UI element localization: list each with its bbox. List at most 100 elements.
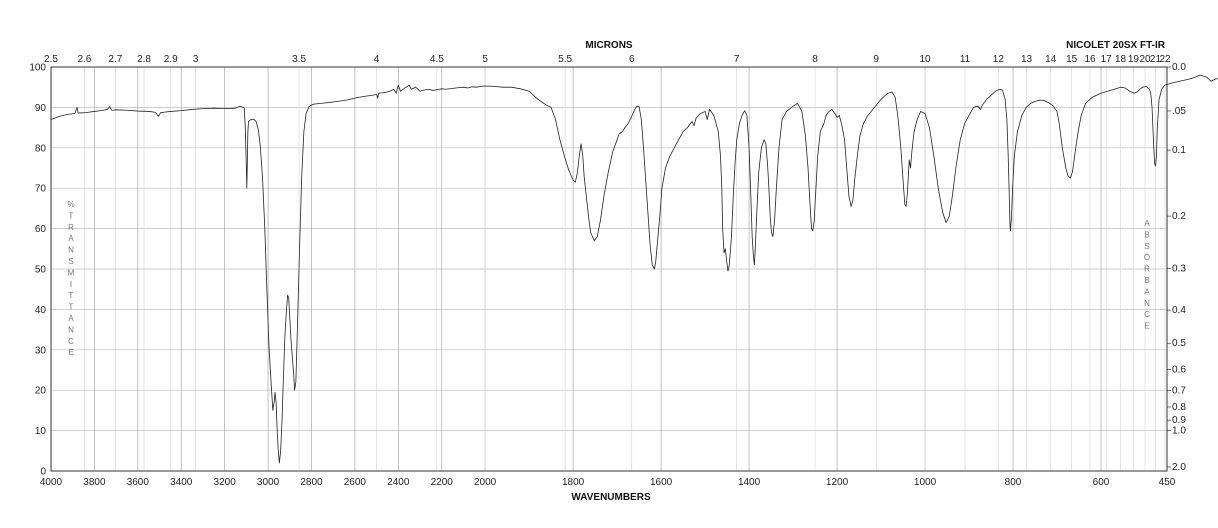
absorbance-tick-label: 0.7 [1172,385,1186,396]
instrument-label: NICOLET 20SX FT-IR [1066,40,1166,51]
x-tick-label: 3800 [83,477,106,488]
absorbance-tick-label: 0.4 [1172,305,1186,316]
y-tick-label: 90 [35,103,47,114]
top-tick-label: 8 [812,54,818,65]
y-tick-label: 100 [29,63,46,74]
x-tick-label: 450 [1159,477,1176,488]
top-tick-label: 2.7 [108,54,122,65]
x-tick-label: 1000 [914,477,937,488]
top-tick-label: 15 [1066,54,1078,65]
top-tick-label: 9 [873,54,879,65]
top-tick-label: 4.5 [430,54,444,65]
side-label-letter: M [68,268,75,277]
side-label-letter: S [68,257,73,266]
absorbance-tick-label: 0.3 [1172,264,1186,275]
side-label-letter: C [68,337,74,346]
side-label-letter: N [1144,299,1150,308]
side-label-letter: A [1144,287,1150,296]
absorbance-tick-label: 0.5 [1172,338,1186,349]
top-tick-label: 7 [734,54,740,65]
absorbance-tick-label: 0.1 [1172,145,1186,156]
side-label-letter: I [70,280,72,289]
top-tick-label: 2.6 [77,54,91,65]
top-tick-label: 17 [1101,54,1113,65]
top-tick-label: 5 [482,54,488,65]
side-label-letter: A [68,234,74,243]
side-label-letter: R [1144,265,1150,274]
x-tick-label: 3400 [170,477,193,488]
side-label-letter: B [1144,230,1149,239]
top-tick-label: 21 [1150,54,1162,65]
top-tick-label: 10 [919,54,931,65]
side-label-letter: T [69,291,74,300]
absorbance-tick-label: 0.2 [1172,211,1186,222]
top-tick-label: 18 [1115,54,1127,65]
x-tick-label: 600 [1093,477,1110,488]
side-label-letter: O [1144,253,1150,262]
top-tick-label: 2.9 [164,54,178,65]
grid [50,66,1171,472]
plot-frame [50,66,1168,472]
top-tick-label: 11 [960,54,971,65]
side-label-letter: E [68,348,73,357]
absorbance-tick-label: 0.6 [1172,365,1186,376]
y-tick-label: 70 [35,184,47,195]
top-tick-label: 12 [993,54,1005,65]
x-tick-label: 2000 [474,477,497,488]
absorbance-tick-label: 0.0 [1172,62,1186,73]
side-label-letter: N [68,246,74,255]
x-tick-label: 2400 [387,477,410,488]
side-label-letter: R [68,223,74,232]
side-label-letter: A [1144,219,1150,228]
absorbance-tick-label: .05 [1172,106,1186,117]
top-tick-label: 3 [193,54,199,65]
absorbance-tick-label: 1.0 [1172,426,1186,437]
side-label-letter: A [68,314,74,323]
top-tick-label: 14 [1045,54,1057,65]
x-tick-label: 4000 [40,477,63,488]
x-tick-label: 2800 [300,477,323,488]
y-tick-label: 30 [35,345,47,356]
side-label-letter: C [1144,310,1150,319]
absorbance-tick-label: 2.0 [1172,462,1186,473]
spectrum-line [50,74,1218,464]
top-tick-label: 16 [1084,54,1096,65]
x-tick-label: 1400 [738,477,761,488]
side-label-letter: T [69,211,74,220]
y-tick-label: 40 [35,305,47,316]
top-tick-label: 5.5 [558,54,572,65]
side-label-letter: B [1144,276,1149,285]
side-label-letter: S [1144,242,1149,251]
x-tick-label: 1200 [826,477,849,488]
y-tick-label: 60 [35,224,47,235]
top-axis-title: MICRONS [585,40,633,51]
x-axis-title: WAVENUMBERS [571,492,651,503]
y-tick-label: 20 [35,386,47,397]
side-label-letter: % [67,200,74,209]
x-tick-label: 800 [1005,477,1022,488]
x-tick-label: 3200 [214,477,237,488]
side-label-letter: E [1144,322,1149,331]
x-tick-label: 2600 [344,477,367,488]
side-label-letter: N [68,325,74,334]
y-tick-label: 0 [40,467,46,478]
x-tick-label: 3000 [257,477,280,488]
x-tick-label: 1800 [562,477,585,488]
y-tick-label: 10 [35,426,47,437]
side-label-letter: T [69,303,74,312]
x-tick-label: 1600 [650,477,673,488]
top-tick-label: 22 [1159,54,1171,65]
top-tick-label: 20 [1139,54,1151,65]
top-tick-label: 3.5 [292,54,306,65]
y-tick-label: 50 [35,265,47,276]
top-tick-label: 4 [374,54,380,65]
x-tick-label: 3600 [127,477,150,488]
absorbance-tick-label: 0.8 [1172,402,1186,413]
top-tick-label: 19 [1128,54,1140,65]
top-tick-label: 2.5 [44,54,58,65]
x-tick-label: 2200 [431,477,454,488]
